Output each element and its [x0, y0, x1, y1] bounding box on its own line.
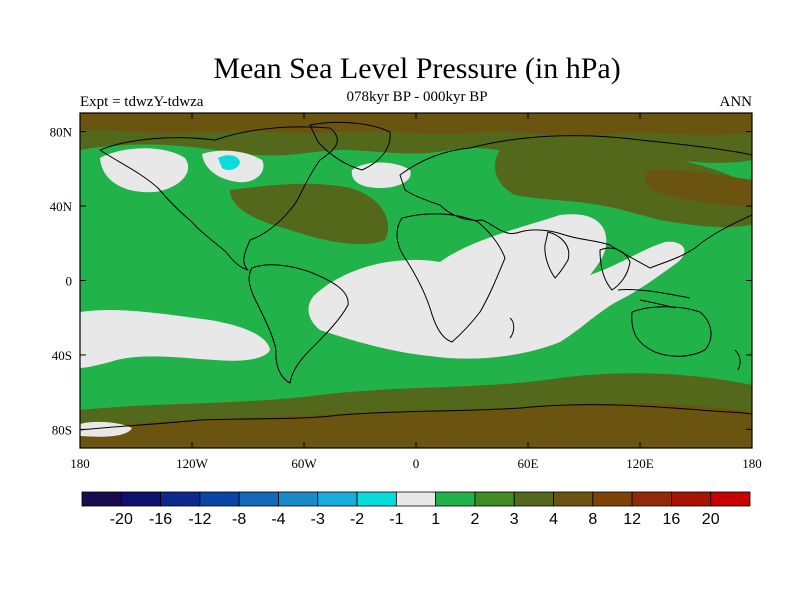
lat-tick-label: 40S [52, 348, 72, 363]
colorbar-label: -2 [350, 511, 364, 528]
lon-tick-label: 60E [518, 456, 539, 471]
colorbar-label: -3 [311, 511, 325, 528]
lat-tick-label: 0 [66, 274, 73, 289]
colorbar-swatch [592, 491, 633, 507]
colorbar-label: 16 [663, 511, 681, 528]
lon-tick-label: 180 [742, 456, 762, 471]
colorbar-swatch [199, 491, 240, 507]
colorbar-swatch [120, 491, 161, 507]
colorbar-swatch [513, 491, 554, 507]
coastline-south-america [248, 264, 349, 384]
colorbar-label: 20 [702, 511, 720, 528]
colorbar-label: -1 [389, 511, 403, 528]
colorbar: -20 -16 -12 -8 -4 -3 -2 -1 1 2 3 4 8 12 16 20 [81, 491, 751, 528]
lat-tick-label: 80S [52, 422, 72, 437]
lon-tick-label: 120W [176, 456, 209, 471]
coastline-new-zealand [734, 349, 741, 371]
colorbar-swatch [435, 491, 476, 507]
coastline-india [544, 231, 570, 279]
coastline-antarctica [80, 404, 752, 431]
coastline-europe-asia [399, 135, 752, 269]
colorbar-swatch [553, 491, 594, 507]
field-south-pacific-low [80, 310, 270, 368]
colorbar-swatch [395, 491, 437, 507]
field-arctic-dark [80, 113, 752, 137]
field-eurasia-high [495, 145, 752, 228]
colorbar-label: -4 [271, 511, 285, 528]
coastline-north-america [99, 126, 338, 271]
coastline-australia [631, 306, 712, 357]
lon-tick-label: 0 [413, 456, 420, 471]
colorbar-swatch [631, 491, 672, 507]
colorbar-label: -12 [188, 511, 211, 528]
experiment-label: Expt = tdwzY-tdwza [80, 94, 204, 110]
field-antarctic-low [80, 421, 132, 437]
field-south-atlantic-indian-low [308, 214, 685, 359]
colorbar-label: 4 [549, 511, 558, 528]
lon-tick-label: 120E [626, 456, 654, 471]
field-asia-dark [645, 169, 752, 206]
colorbar-label: 12 [623, 511, 641, 528]
lat-tick-label: 80N [50, 125, 73, 140]
lat-tick-label: 40N [50, 199, 73, 214]
coastlines [80, 121, 752, 431]
colorbar-label: 2 [470, 511, 479, 528]
colorbar-label: 3 [510, 511, 519, 528]
field-antarctic-dark [80, 402, 752, 448]
colorbar-swatch [474, 491, 515, 507]
field-north-atlantic-low [351, 162, 411, 188]
colorbar-label: -8 [232, 511, 246, 528]
field-hudson-negative [218, 155, 240, 170]
colorbar-label: -16 [149, 511, 172, 528]
colorbar-swatch [160, 491, 201, 507]
colorbar-swatch [317, 491, 358, 507]
colorbar-swatch [710, 491, 751, 507]
colorbar-swatch [671, 491, 712, 507]
coastline-africa [396, 213, 506, 343]
season-label: ANN [719, 94, 753, 110]
coastline-southeast-asia [599, 247, 631, 291]
lon-tick-label: 180 [70, 456, 90, 471]
field-north-atlantic-high [230, 183, 389, 245]
colorbar-swatch [278, 491, 319, 507]
coastline-madagascar [509, 317, 515, 339]
map-subtitle: 078kyr BP - 000kyr BP [346, 89, 488, 105]
colorbar-label: 8 [588, 511, 597, 528]
colorbar-swatch [238, 491, 279, 507]
colorbar-swatch [356, 491, 397, 507]
field-north-pacific-low [100, 148, 189, 193]
colorbar-label: 1 [431, 511, 440, 528]
colorbar-swatch [81, 491, 122, 507]
coastline-greenland [309, 121, 391, 171]
pressure-field [80, 113, 752, 448]
lon-tick-label: 60W [291, 456, 317, 471]
colorbar-label: -20 [110, 511, 133, 528]
axis-ticks: 180 120W 60W 0 60E 120E 180 80N 40N 0 40S 80S [50, 113, 762, 471]
map-title: Mean Sea Level Pressure (in hPa) [213, 52, 621, 85]
